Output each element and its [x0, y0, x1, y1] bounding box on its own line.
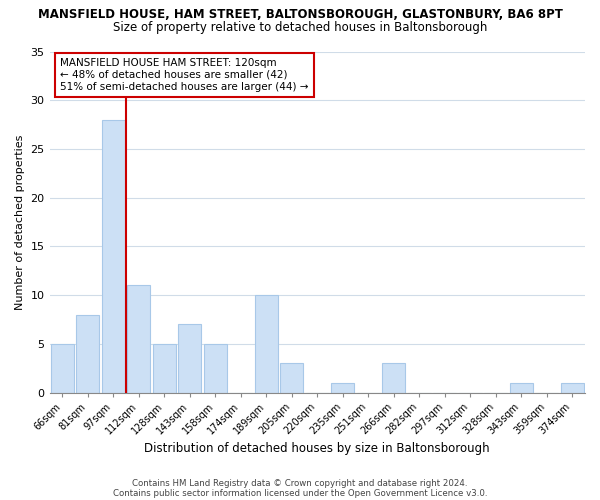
Bar [178, 324, 201, 392]
Bar [280, 364, 303, 392]
Y-axis label: Number of detached properties: Number of detached properties [15, 134, 25, 310]
Text: MANSFIELD HOUSE, HAM STREET, BALTONSBOROUGH, GLASTONBURY, BA6 8PT: MANSFIELD HOUSE, HAM STREET, BALTONSBORO… [38, 8, 562, 20]
Bar [102, 120, 125, 392]
Bar [331, 383, 354, 392]
Text: Contains HM Land Registry data © Crown copyright and database right 2024.: Contains HM Land Registry data © Crown c… [132, 478, 468, 488]
Bar [127, 286, 150, 393]
Bar [204, 344, 227, 393]
Bar [76, 314, 99, 392]
Bar [153, 344, 176, 393]
Bar [255, 295, 278, 392]
Bar [382, 364, 405, 392]
Bar [510, 383, 533, 392]
Bar [561, 383, 584, 392]
Bar [51, 344, 74, 393]
X-axis label: Distribution of detached houses by size in Baltonsborough: Distribution of detached houses by size … [145, 442, 490, 455]
Text: Contains public sector information licensed under the Open Government Licence v3: Contains public sector information licen… [113, 488, 487, 498]
Text: Size of property relative to detached houses in Baltonsborough: Size of property relative to detached ho… [113, 21, 487, 34]
Text: MANSFIELD HOUSE HAM STREET: 120sqm
← 48% of detached houses are smaller (42)
51%: MANSFIELD HOUSE HAM STREET: 120sqm ← 48%… [60, 58, 309, 92]
